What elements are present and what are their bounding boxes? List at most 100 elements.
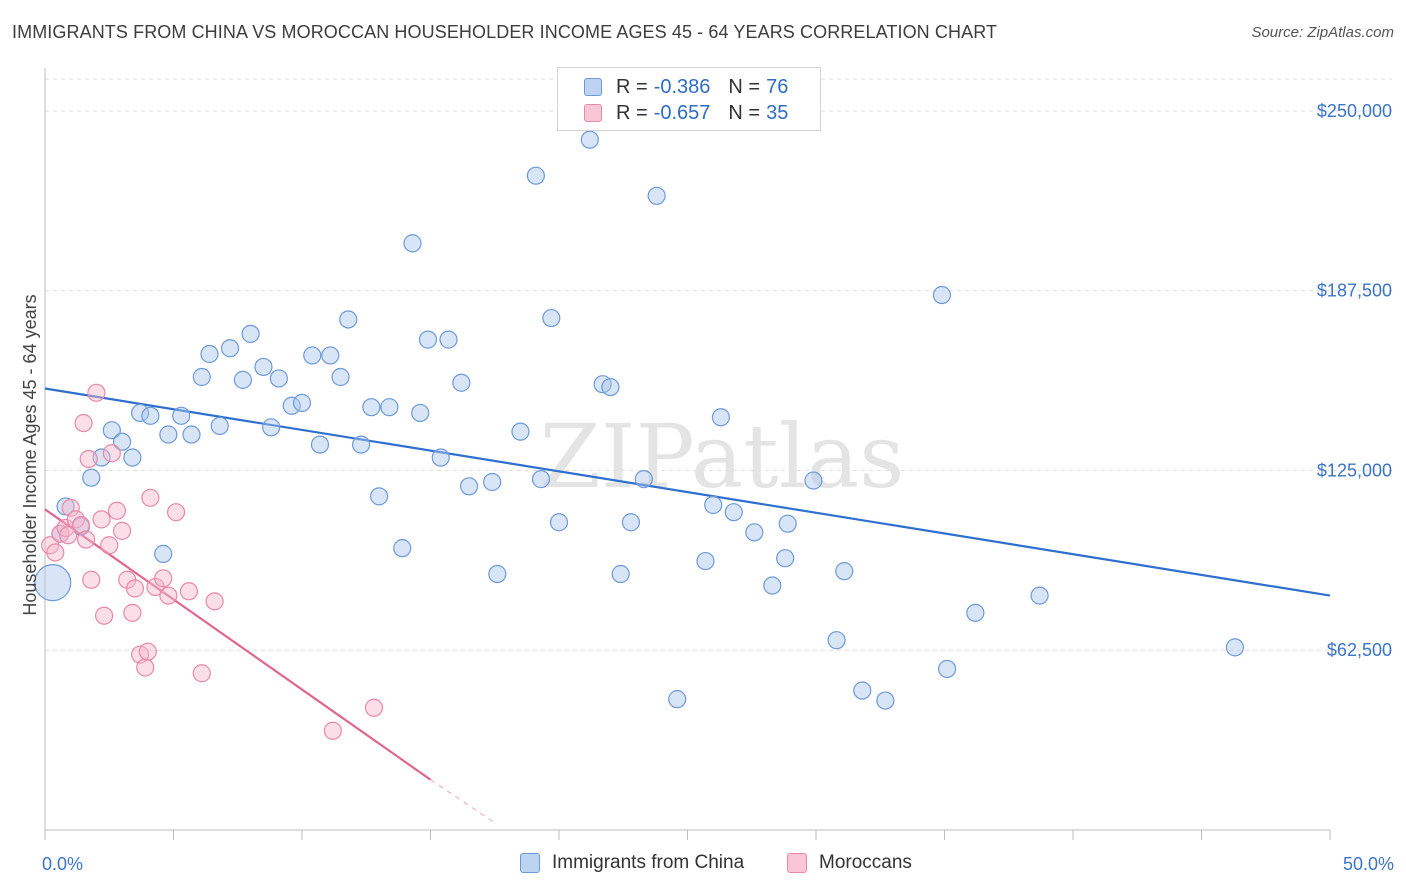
china-point-41 (483, 472, 502, 492)
china-point-64 (804, 471, 823, 490)
china-point-50 (601, 377, 620, 397)
moroccan-point-27 (159, 586, 178, 605)
trend-lines (44, 387, 1331, 824)
china-point-32 (380, 398, 399, 417)
china-point-20 (262, 418, 281, 437)
moroccan-point-34 (59, 526, 78, 545)
china-point-36 (418, 330, 438, 349)
series-legend-label-moroccan: Moroccans (819, 852, 912, 873)
legend-n-value-china: 76 (766, 75, 789, 98)
legend-r-value-moroccan: -0.657 (653, 101, 711, 124)
china-point-72 (1030, 586, 1049, 605)
china-point-21 (269, 369, 288, 388)
china-point-61 (763, 576, 782, 595)
china-point-9 (154, 544, 173, 563)
china-point-24 (303, 346, 322, 365)
moroccan-point-32 (323, 721, 342, 740)
watermark: ZIPatlas (540, 405, 905, 508)
moroccan-point-4 (61, 498, 80, 517)
moroccan-point-33 (364, 698, 384, 717)
moroccan-point-29 (179, 582, 199, 601)
china-point-73 (1225, 638, 1245, 657)
trend-line-china (44, 387, 1331, 597)
china-point-69 (932, 285, 952, 305)
china-point-63 (778, 514, 797, 533)
china-point-11 (172, 406, 191, 425)
series-legend-swatch-moroccan (787, 853, 807, 873)
moroccan-point-13 (95, 606, 114, 625)
y-axis-label: Householder Income Ages 45 - 64 years (20, 294, 40, 615)
moroccan-point-30 (192, 664, 211, 683)
china-point-30 (362, 398, 381, 417)
legend-r-value-china: -0.386 (653, 75, 711, 98)
trend-line-moroccan-extension (430, 779, 496, 824)
legend-swatch-china (584, 78, 602, 96)
china-point-0 (34, 564, 72, 602)
china-point-2 (82, 468, 101, 487)
china-point-4 (102, 421, 121, 440)
x-tick-labels: 0.0% 50.0% (42, 854, 1394, 874)
series-legend: Immigrants from China Moroccans (0, 852, 1406, 878)
moroccan-point-31 (205, 592, 224, 611)
china-point-57 (704, 495, 723, 515)
moroccan-point-8 (82, 570, 101, 589)
china-point-19 (254, 357, 273, 377)
china-point-22 (282, 396, 301, 415)
x-tick-label-0: 0.0% (42, 854, 83, 874)
china-point-52 (621, 513, 641, 532)
data-points (34, 130, 1245, 740)
legend-swatch-moroccan (584, 104, 602, 122)
china-point-65 (827, 631, 846, 650)
china-point-40 (459, 477, 479, 496)
china-point-66 (835, 562, 854, 581)
axes (44, 68, 1331, 840)
legend-r-label-moroccan: R = (616, 101, 648, 124)
china-point-56 (696, 551, 715, 571)
moroccan-point-26 (154, 569, 173, 588)
china-point-58 (711, 408, 731, 427)
y-tick-label-0: $62,500 (1327, 640, 1392, 660)
moroccan-point-5 (66, 510, 85, 529)
moroccan-point-24 (141, 488, 160, 507)
moroccan-point-6 (71, 516, 91, 535)
chart-source: Source: ZipAtlas.com (1251, 24, 1394, 41)
china-point-27 (331, 367, 350, 387)
china-point-71 (966, 603, 985, 622)
legend-r-label-china: R = (616, 75, 648, 98)
legend-row-moroccan: R = -0.657 N = 35 (584, 100, 788, 126)
legend-n-label-china: N = (728, 75, 761, 98)
series-legend-china: Immigrants from China (520, 852, 744, 874)
trend-line-moroccan (44, 508, 432, 781)
moroccan-point-23 (138, 642, 157, 661)
china-point-28 (339, 310, 358, 329)
china-point-15 (210, 416, 229, 435)
series-legend-moroccan: Moroccans (787, 852, 912, 874)
gridlines (45, 78, 1392, 651)
china-point-12 (182, 425, 201, 444)
series-legend-swatch-china (520, 853, 540, 873)
china-point-17 (233, 370, 252, 389)
china-point-7 (130, 403, 150, 423)
moroccan-point-22 (136, 658, 155, 677)
y-tick-label-3: $250,000 (1317, 101, 1392, 121)
china-point-68 (876, 691, 895, 710)
china-point-42 (488, 564, 507, 584)
china-point-51 (611, 564, 630, 584)
china-point-26 (321, 346, 340, 365)
china-point-25 (310, 435, 330, 454)
moroccan-point-19 (123, 603, 142, 622)
china-point-10 (159, 425, 178, 444)
china-point-31 (370, 487, 389, 506)
china-point-53 (634, 470, 653, 489)
moroccan-point-7 (77, 530, 96, 549)
moroccan-point-20 (125, 579, 145, 598)
moroccan-point-11 (87, 383, 106, 402)
moroccan-point-1 (46, 543, 65, 562)
china-point-33 (393, 539, 412, 558)
china-point-67 (853, 681, 872, 700)
china-point-35 (411, 403, 430, 423)
moroccan-point-14 (100, 536, 119, 555)
china-point-6 (123, 448, 142, 467)
china-point-43 (511, 422, 530, 441)
china-point-8 (141, 406, 160, 425)
